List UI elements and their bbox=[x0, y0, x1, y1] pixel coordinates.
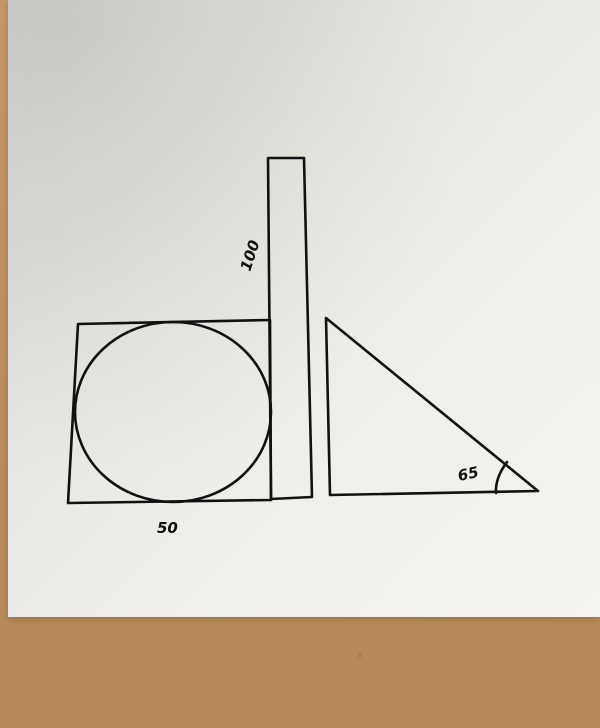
triangle-angle-label: 65 bbox=[456, 463, 480, 485]
paper-sheet bbox=[8, 0, 600, 617]
angle-arc bbox=[494, 460, 509, 495]
tall-rect-length-label: 100 bbox=[237, 238, 264, 273]
inscribed-circle bbox=[73, 320, 273, 504]
square-side-label: 50 bbox=[157, 519, 178, 537]
right-triangle bbox=[324, 316, 540, 497]
tall-rectangle bbox=[266, 156, 314, 501]
